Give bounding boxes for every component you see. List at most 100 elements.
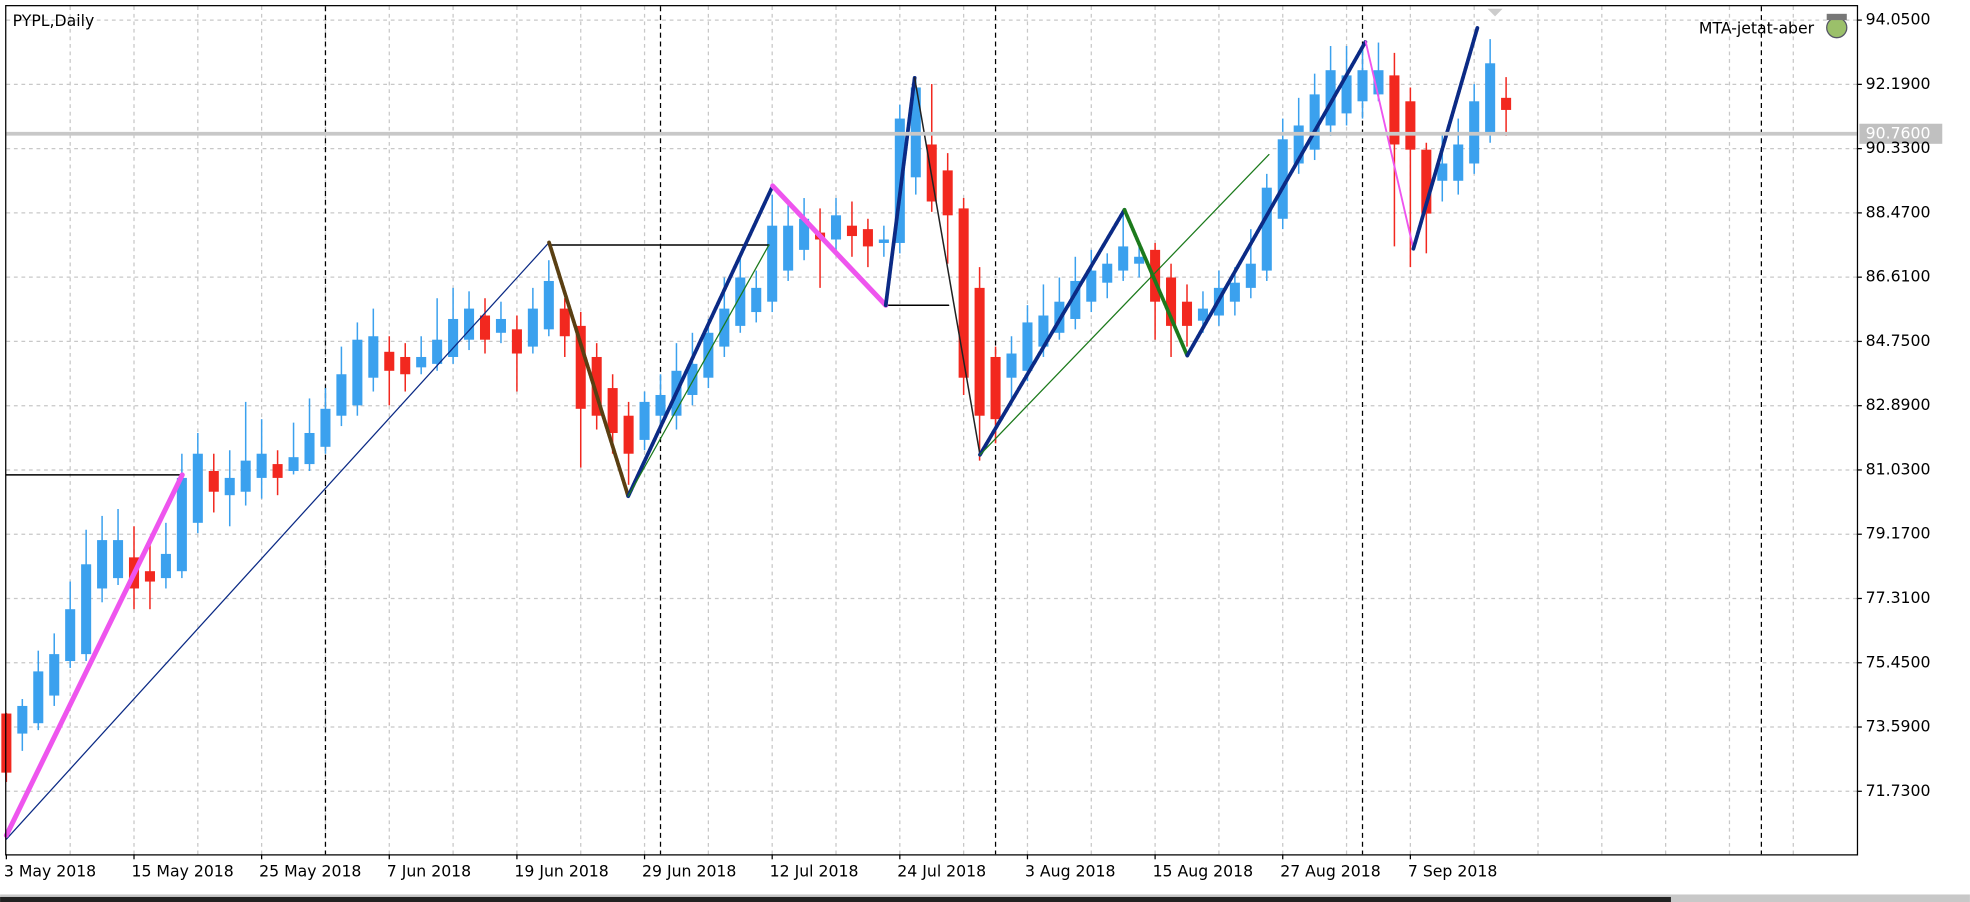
indicator-icon: [1826, 13, 1848, 39]
zigzag-leg: [547, 240, 631, 499]
x-tick-label: 12 Jul 2018: [770, 861, 859, 880]
candle-body: [1485, 63, 1496, 133]
chart-title: PYPL,Daily: [13, 11, 95, 30]
zigzag-leg: [978, 207, 1127, 457]
zigzag-leg: [913, 77, 981, 456]
candle-body: [1357, 70, 1368, 102]
candle-body: [1261, 187, 1272, 271]
axes: 71.7300 73.5900 75.4500 77.3100 79.1700 81.03…: [4, 10, 1931, 881]
candle-body: [448, 318, 459, 357]
trend-line: [979, 153, 1270, 456]
candle-body: [527, 308, 538, 347]
candle-body: [767, 225, 778, 302]
candle-body: [1022, 322, 1033, 371]
x-tick-label: 27 Aug 2018: [1280, 861, 1381, 880]
y-tick-label: 92.1900: [1866, 74, 1931, 93]
x-tick-label: 3 Aug 2018: [1025, 861, 1116, 880]
indicator-label: MTA-jetat-aber: [1699, 18, 1815, 37]
candle-body: [1389, 75, 1400, 145]
candle-body: [1197, 308, 1208, 321]
candle-body: [1118, 246, 1129, 271]
y-tick-label: 73.5900: [1866, 717, 1931, 736]
zigzag-leg: [1411, 25, 1480, 251]
candle-body: [176, 477, 187, 572]
x-tick-label: 15 Aug 2018: [1153, 861, 1254, 880]
candle-body: [862, 229, 873, 247]
candle-body: [416, 356, 427, 368]
price-marker: [1487, 8, 1503, 17]
y-tick-label: 81.0300: [1866, 459, 1931, 478]
candle-body: [1421, 149, 1432, 214]
x-tick-label: 7 Sep 2018: [1408, 861, 1497, 880]
candle-body: [113, 540, 124, 579]
candle-body: [1166, 277, 1177, 326]
y-tick-label: 94.0500: [1866, 10, 1931, 29]
candle-body: [352, 339, 363, 406]
candle-body: [607, 388, 618, 433]
candle-body: [272, 464, 283, 478]
candle-body: [1086, 270, 1097, 302]
candle-body: [1070, 280, 1081, 319]
candle-body: [464, 308, 475, 340]
candle-body: [830, 215, 842, 240]
candle-body: [432, 339, 443, 364]
candle-body: [591, 356, 602, 416]
candle-body: [97, 540, 108, 589]
candle-body: [288, 457, 299, 471]
y-tick-label: 88.4700: [1866, 202, 1931, 221]
candle-body: [751, 287, 762, 313]
candle-body: [1501, 97, 1512, 110]
candle-body: [1277, 139, 1288, 219]
candle-body: [1006, 353, 1017, 378]
candle-body: [336, 374, 347, 416]
candle-body: [1038, 315, 1049, 347]
x-tick-label: 25 May 2018: [259, 861, 361, 880]
candle-body: [958, 208, 969, 378]
candle-body: [49, 654, 60, 696]
x-tick-label: 19 Jun 2018: [514, 861, 608, 880]
y-tick-label: 71.7300: [1866, 781, 1931, 800]
candle-body: [1245, 263, 1256, 288]
candle-body: [1293, 125, 1304, 164]
candle-body: [735, 277, 746, 326]
candle-body: [256, 453, 267, 478]
candle-body: [703, 332, 714, 378]
candle-body: [1229, 282, 1240, 302]
candle-body: [81, 564, 92, 655]
candle-body: [33, 671, 44, 724]
candle-body: [208, 470, 219, 492]
candle-body: [65, 609, 76, 662]
x-tick-label: 24 Jul 2018: [897, 861, 986, 880]
candle-body: [639, 401, 650, 440]
candle-body: [1102, 263, 1113, 283]
candle-body: [511, 329, 522, 354]
candle-body: [17, 705, 28, 734]
candle-body: [942, 170, 953, 216]
candle-body: [1373, 70, 1384, 95]
current-price-box: [1859, 123, 1943, 144]
y-tick-label: 75.4500: [1866, 652, 1931, 671]
candle-body: [1181, 301, 1193, 326]
indicator-lines: [3, 25, 1480, 840]
trend-line: [5, 241, 550, 840]
candle-body: [1341, 75, 1352, 114]
y-tick-label: 86.6100: [1866, 267, 1931, 286]
scrollbar: [0, 896, 1671, 902]
candle-body: [1150, 249, 1161, 302]
candle-body: [1309, 94, 1320, 150]
candle-body: [799, 218, 810, 250]
candle-body: [144, 571, 155, 582]
zigzag-leg: [1364, 40, 1415, 250]
zigzag-leg: [770, 183, 889, 308]
candle-body: [575, 325, 586, 409]
candle-body: [623, 415, 634, 454]
candle-body: [1453, 144, 1464, 181]
candle-body: [1134, 256, 1145, 264]
zigzag-leg: [1185, 39, 1368, 358]
y-tick-label: 84.7500: [1866, 331, 1931, 350]
candle-body: [559, 308, 570, 337]
candle-body: [974, 287, 985, 416]
candle-body: [719, 308, 730, 347]
y-tick-label: 79.1700: [1866, 524, 1931, 543]
